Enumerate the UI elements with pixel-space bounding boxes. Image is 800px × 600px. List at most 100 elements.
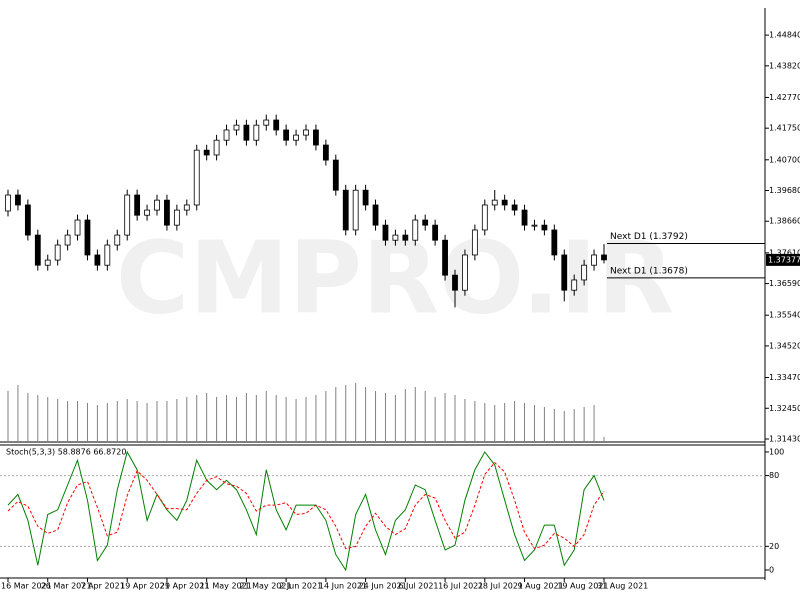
y-tick-label: 1.43820 [769,61,800,70]
x-tick-label: 29 Apr 2021 [160,582,209,591]
candle-body [551,229,558,256]
candle-body [154,199,160,211]
candle-body [392,234,399,241]
price-tag-label: 1.37377 [768,255,800,264]
candle-body [382,224,389,241]
y-tick-label: 1.38660 [769,217,800,226]
candle-body [442,239,448,276]
candle-body [313,129,319,146]
y-tick-label: 1.41750 [769,124,800,133]
candle-body [24,204,31,236]
candle-body [531,224,538,227]
candle-body [352,189,359,231]
candle-body [54,244,61,261]
candle-body [432,224,439,241]
candle-body [104,244,111,266]
y-tick-label: 0 [769,565,774,574]
x-tick-label: 31 Aug 2021 [597,582,648,591]
candle-body [213,139,220,156]
stoch-line [7,450,605,572]
y-tick-label: 1.31430 [769,434,800,443]
candle-body [491,199,498,206]
y-tick-label: 20 [769,542,779,551]
y-tick-label: 1.44840 [769,31,800,40]
candle-body [541,224,548,231]
level-label: Next D1 (1.3678) [610,266,688,276]
candle-body [183,204,190,211]
candle-body [481,204,488,231]
candle-body [283,129,290,141]
candle-body [233,124,240,131]
candle-body [591,254,597,266]
candle-body [124,194,131,236]
y-tick-label: 1.33470 [769,373,800,382]
candle-body [521,209,528,226]
price-tag [766,253,800,266]
y-tick-label: 80 [769,471,779,480]
candle-body [134,194,141,216]
y-tick-label: 1.35540 [769,311,800,320]
candle-body [501,199,508,206]
x-tick-label: 24 Jun 2021 [359,582,407,591]
x-tick-label: 21 May 2021 [239,582,291,591]
x-tick-label: 7 Apr 2021 [80,582,124,591]
candle-body [5,194,11,212]
y-tick-label: 1.34520 [769,341,800,350]
candle-body [322,144,329,161]
candle-body [203,149,210,156]
candle-body [332,159,339,191]
candle-body [263,119,270,126]
candle-body [253,124,260,141]
candle-body [601,254,607,261]
candle-body [273,119,280,131]
indicator-title: Stoch(5,3,3) 58.8876 66.8720 [6,448,126,457]
x-tick-label: 11 May 2021 [200,582,252,591]
candle-body [402,234,409,241]
candle-body [412,219,419,241]
candle-body [164,199,170,226]
candle-body [422,219,429,226]
candle-body [511,204,518,211]
candle-body [173,209,180,226]
candle-body [44,259,51,266]
candle-body [74,219,81,236]
y-tick-label: 100 [769,447,784,456]
x-tick-label: 9 Aug 2021 [518,582,564,591]
candle-body [84,219,91,256]
level-label: Next D1 (1.3792) [610,232,688,242]
y-tick-label: 1.42770 [769,93,800,102]
y-tick-label: 1.40700 [769,155,800,164]
candle-body [581,264,588,281]
stoch-line [7,461,605,550]
x-tick-label: 28 Jul 2021 [478,582,523,591]
x-tick-label: 2 Jun 2021 [279,582,322,591]
candle-body [293,134,299,141]
x-tick-label: 19 Aug 2021 [557,582,608,591]
candle-body [561,254,568,291]
candle-body [462,254,468,291]
y-tick-label: 1.37610 [769,248,800,257]
x-tick-label: 16 Mar 2021 [1,582,52,591]
candle-body [372,204,379,226]
x-tick-label: 19 Apr 2021 [120,582,169,591]
candle-body [223,129,230,141]
candle-body [362,189,369,206]
y-tick-label: 1.32450 [769,404,800,413]
y-tick-label: 1.36590 [769,279,800,288]
candle-body [144,209,150,216]
candle-body [342,189,349,231]
candle-body [64,234,71,246]
candle-body [452,274,458,291]
candle-body [94,254,101,266]
candle-body [193,149,200,206]
candle-body [15,194,21,206]
candle-body [571,279,578,291]
candle-body [114,234,121,246]
candle-body [243,124,250,141]
x-tick-label: 26 Mar 2021 [41,582,92,591]
x-tick-label: 6 Jul 2021 [398,582,438,591]
x-tick-label: 14 Jun 2021 [319,582,367,591]
x-tick-label: 16 Jul 2021 [438,582,483,591]
